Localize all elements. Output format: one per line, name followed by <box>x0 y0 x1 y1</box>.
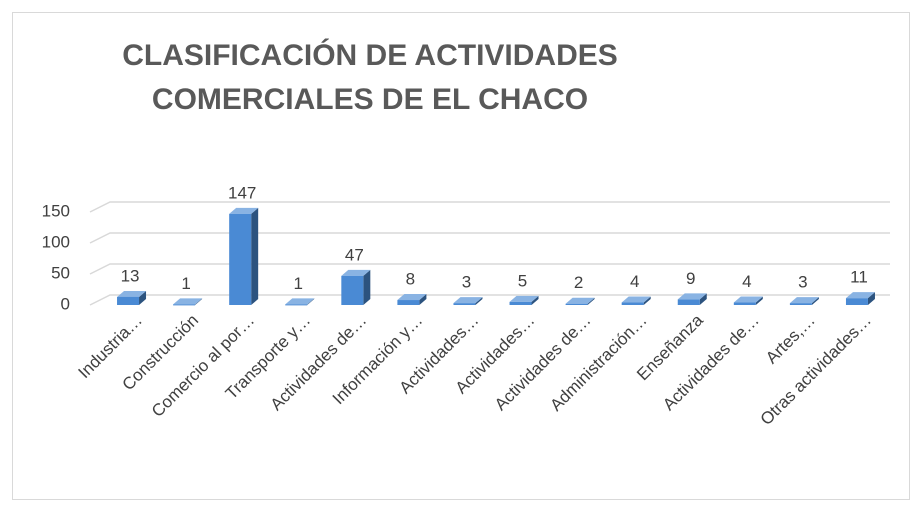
bar-top <box>285 298 315 305</box>
value-label: 3 <box>462 273 471 292</box>
bar-top <box>341 269 371 276</box>
bar-top <box>565 297 595 304</box>
value-label: 11 <box>850 268 868 287</box>
bar <box>285 298 315 306</box>
bar-side <box>531 295 539 305</box>
bar <box>229 207 259 305</box>
bar-side <box>363 269 371 305</box>
bar-front <box>677 299 700 305</box>
bar-side <box>643 296 651 305</box>
bar-side <box>811 297 819 305</box>
bar-top <box>173 298 203 305</box>
bar <box>565 297 595 305</box>
bar <box>453 297 483 305</box>
bar-top <box>509 295 539 302</box>
bar-side <box>587 297 595 305</box>
value-label: 4 <box>742 272 751 291</box>
value-label: 13 <box>121 266 140 285</box>
bar-top <box>789 297 819 304</box>
bar-side <box>251 207 259 305</box>
grid-line <box>89 263 890 275</box>
y-tick-label: 50 <box>51 263 70 282</box>
value-label: 8 <box>406 270 415 289</box>
bar-front <box>789 303 812 305</box>
y-tick-label: 150 <box>42 201 70 220</box>
value-label: 3 <box>798 273 807 292</box>
y-tick-label: 0 <box>61 294 70 313</box>
chart-title: COMERCIALES DE EL CHACO <box>152 83 588 116</box>
bar-top <box>845 292 875 299</box>
bar-top <box>621 296 651 303</box>
value-label: 4 <box>630 272 639 291</box>
bar-front <box>117 296 140 305</box>
bar-front <box>285 304 308 306</box>
bar-front <box>733 302 756 305</box>
grid-line <box>89 232 890 244</box>
bar-front <box>229 213 252 305</box>
y-tick-label: 100 <box>42 232 70 251</box>
bar <box>509 295 539 305</box>
bar <box>789 297 819 305</box>
value-label: 47 <box>345 245 364 264</box>
bar-side <box>195 298 203 305</box>
value-label: 9 <box>686 269 695 288</box>
bar-top <box>397 294 427 301</box>
bar-front <box>565 303 588 305</box>
value-label: 2 <box>574 273 583 292</box>
bar <box>845 292 875 305</box>
value-label: 5 <box>518 271 527 290</box>
bar-top <box>453 297 483 304</box>
value-label: 147 <box>228 183 256 202</box>
bar-front <box>845 298 868 305</box>
bar-side <box>755 296 763 305</box>
value-label: 1 <box>294 274 303 293</box>
bar-front <box>453 303 476 305</box>
bar-top <box>733 296 763 303</box>
bar-front <box>621 302 644 305</box>
bar-top <box>229 207 259 214</box>
bar-side <box>139 290 147 305</box>
bar <box>397 294 427 305</box>
bar <box>117 290 147 305</box>
bar-side <box>867 292 875 305</box>
value-label: 1 <box>181 274 190 293</box>
grid-line <box>89 294 890 306</box>
bar-side <box>699 293 707 305</box>
bar-side <box>307 298 315 305</box>
bar <box>621 296 651 305</box>
bar-side <box>475 297 483 305</box>
bar <box>733 296 763 305</box>
chart-title: CLASIFICACIÓN DE ACTIVIDADES <box>122 38 618 72</box>
bar-side <box>419 294 427 305</box>
bar-front <box>173 304 196 306</box>
bar <box>677 293 707 305</box>
bar-front <box>509 301 532 305</box>
grid-line <box>89 201 890 213</box>
bar-front <box>341 275 364 305</box>
bar <box>173 298 203 306</box>
bar-top <box>677 293 707 300</box>
bar-front <box>397 300 420 305</box>
bar-top <box>117 290 147 297</box>
chart-border <box>12 12 910 500</box>
bar <box>341 269 371 305</box>
